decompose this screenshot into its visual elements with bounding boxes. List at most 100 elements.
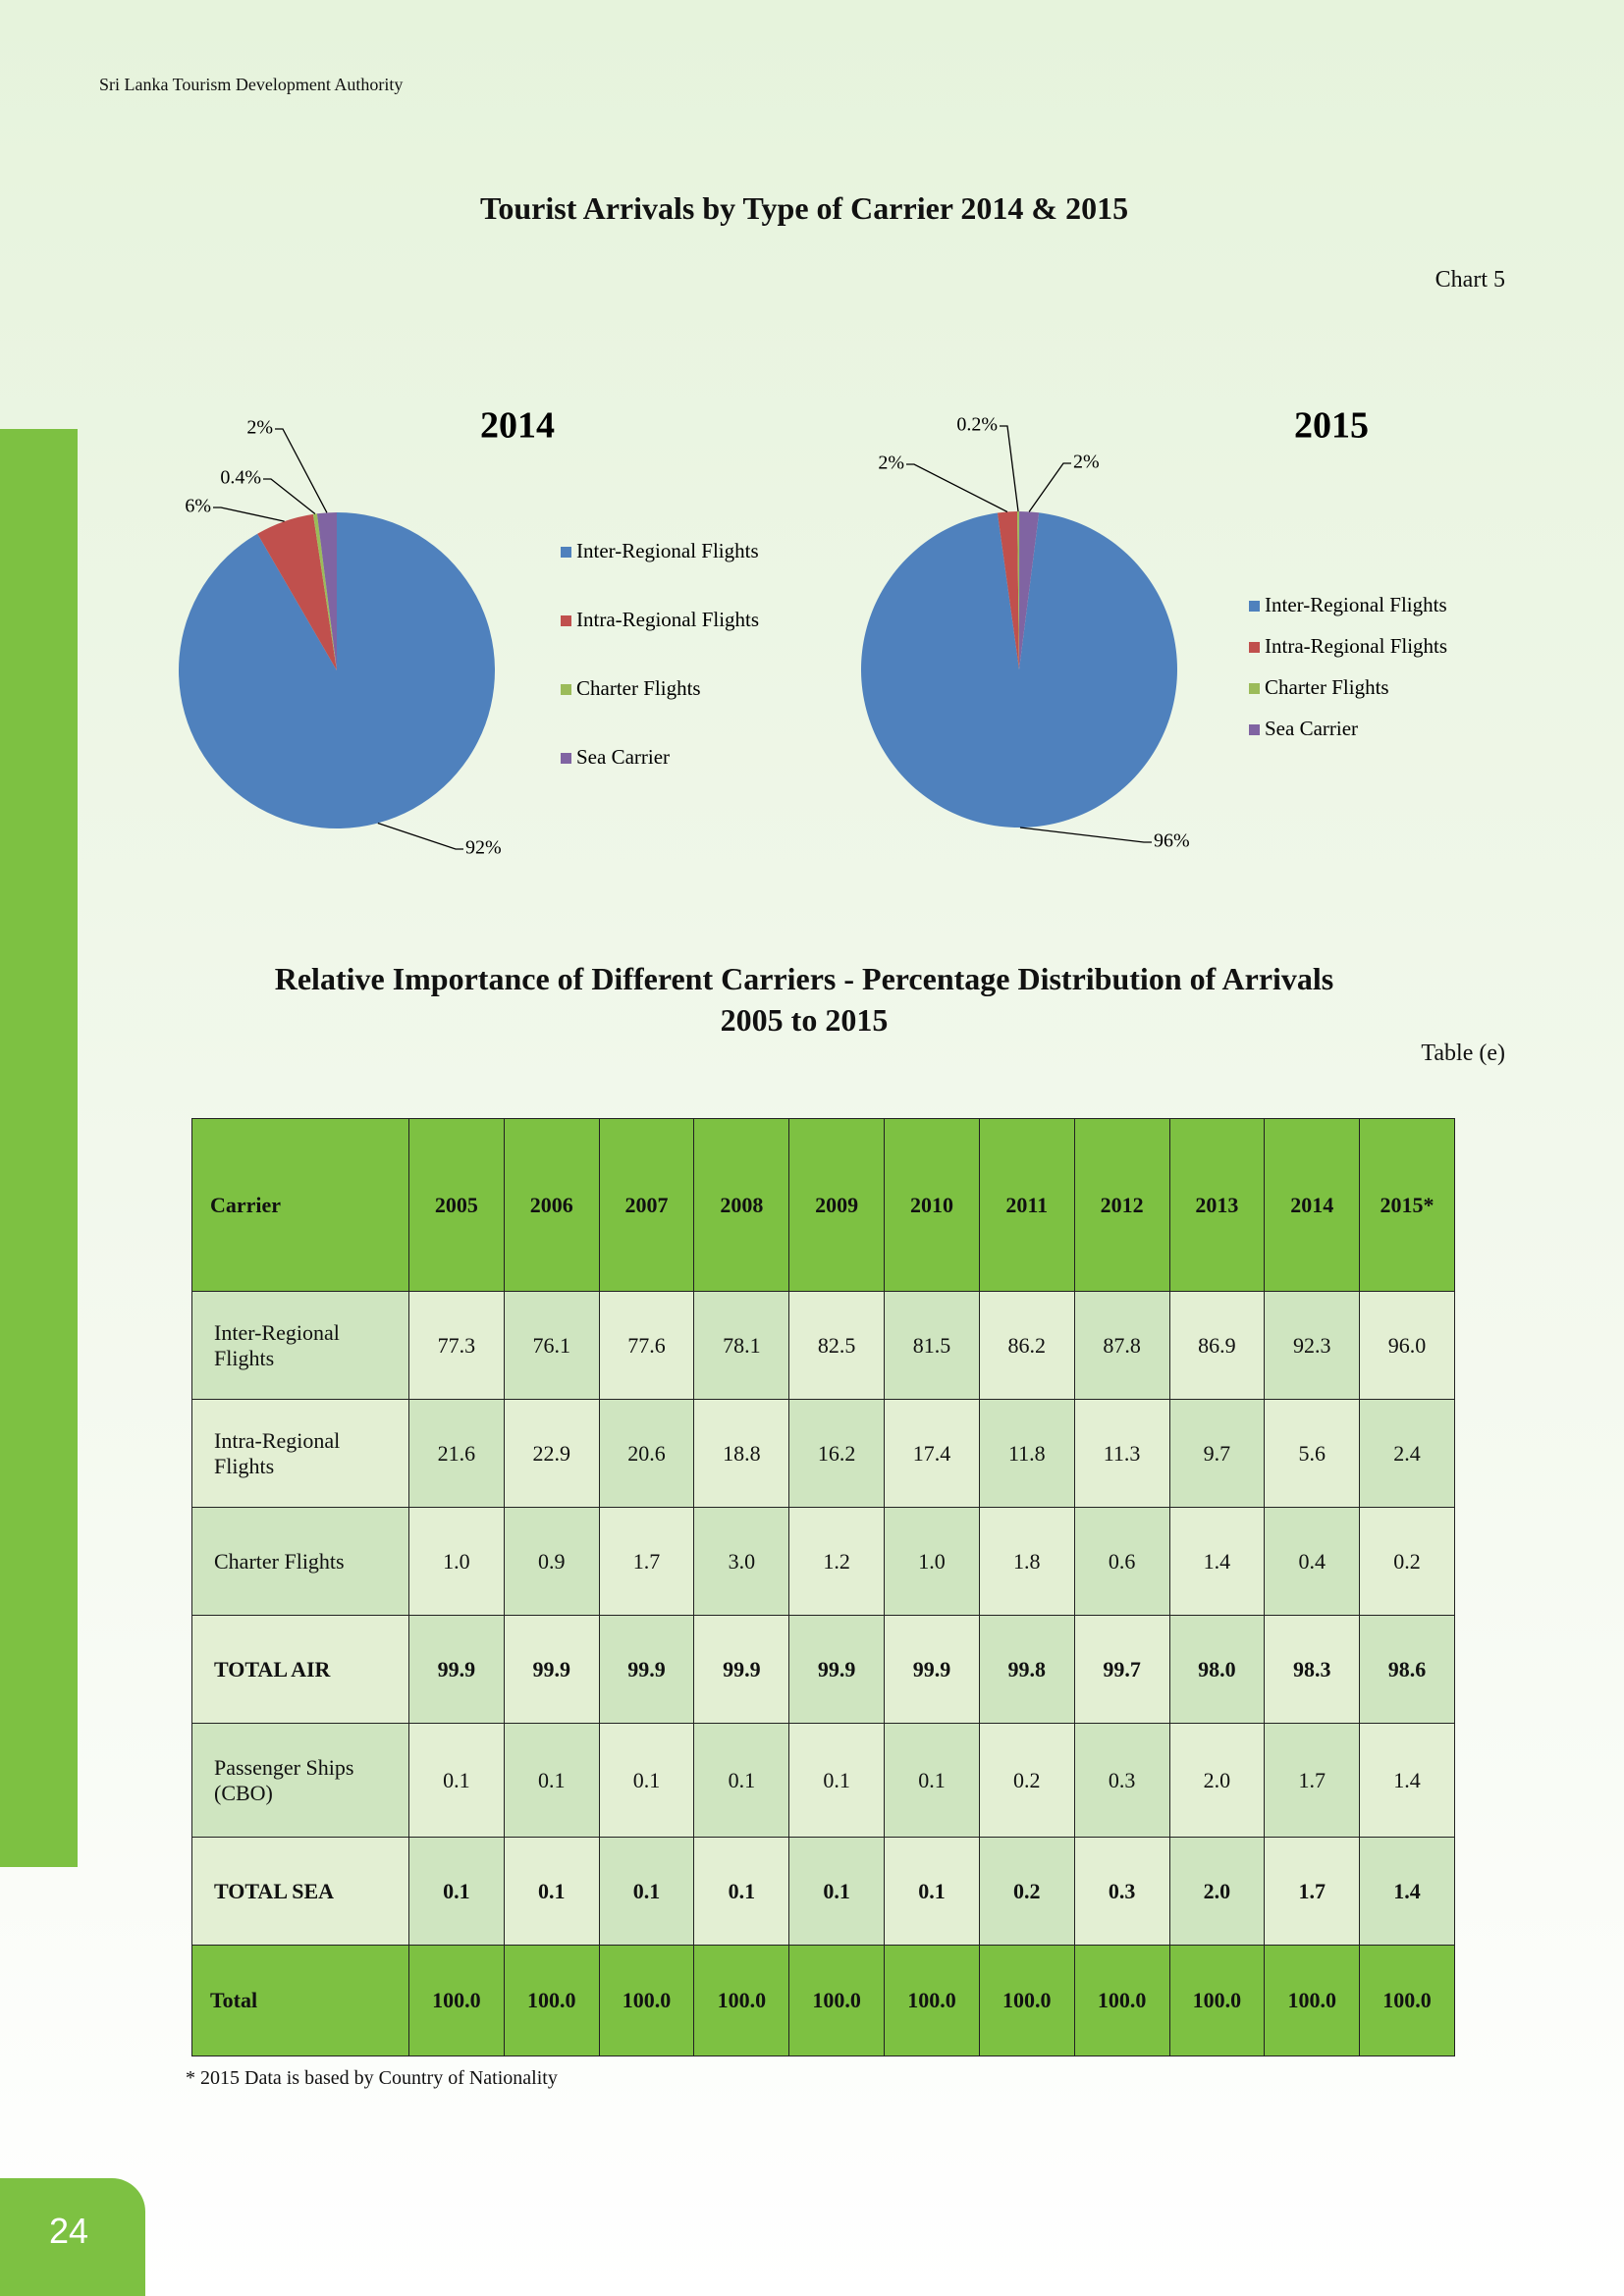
- pie-slice: [997, 511, 1019, 669]
- table-cell: 1.7: [1264, 1723, 1361, 1838]
- legend-swatch: [561, 547, 571, 558]
- table-cell: 1.4: [1168, 1507, 1266, 1616]
- table-cell: 16.2: [788, 1399, 886, 1508]
- chart-title: 2014: [480, 405, 555, 447]
- legend-label: Intra-Regional Flights: [576, 608, 759, 631]
- table-cell: 99.8: [978, 1615, 1075, 1724]
- table-cell: 0.1: [598, 1837, 695, 1946]
- table-cell: 86.9: [1168, 1291, 1266, 1400]
- table-cell: 1.4: [1359, 1723, 1455, 1838]
- table-cell: 2006: [503, 1118, 600, 1292]
- footnote: * 2015 Data is based by Country of Natio…: [186, 2067, 558, 2089]
- legend-label: Inter-Regional Flights: [1265, 593, 1447, 616]
- data-table: Carrier 2005 2006 2007 2008 2009 2010 2011 2012 2…: [191, 1118, 1455, 2056]
- leader-line: [275, 428, 328, 513]
- table-row: TOTAL SEA 0.1 0.1 0.1 0.1 0.1 0.1 0.2 0.3 2.0 1.7 1…: [191, 1837, 1455, 1946]
- table-cell: 2013: [1168, 1118, 1266, 1292]
- leader-line: [263, 478, 316, 515]
- pie-slice: [257, 513, 337, 670]
- table-cell: 0.9: [503, 1507, 600, 1616]
- table-cell: 0.1: [884, 1837, 980, 1946]
- table-cell: 0.1: [503, 1723, 600, 1838]
- legend-swatch: [561, 615, 571, 626]
- table-cell: 0.1: [693, 1723, 790, 1838]
- table-cell: 99.7: [1073, 1615, 1170, 1724]
- table-cell: 0.2: [1359, 1507, 1455, 1616]
- table-cell: 100.0: [1073, 1945, 1170, 2056]
- table-cell: 2.0: [1168, 1837, 1266, 1946]
- table-cell: 2010: [884, 1118, 980, 1292]
- data-label: 2%: [878, 453, 904, 474]
- table-cell: 78.1: [693, 1291, 790, 1400]
- legend-label: Sea Carrier: [1265, 717, 1358, 740]
- page-number: 24: [48, 2211, 89, 2251]
- data-label: 2%: [246, 417, 273, 439]
- table-cell: 99.9: [503, 1615, 600, 1724]
- table-cell: 98.3: [1264, 1615, 1361, 1724]
- table-cell: 2.0: [1168, 1723, 1266, 1838]
- pie-slice: [316, 512, 337, 670]
- data-label: 0.2%: [956, 414, 998, 436]
- table-cell: 0.1: [788, 1723, 886, 1838]
- chart-title: 2015: [1294, 405, 1369, 447]
- table-cell: 100.0: [884, 1945, 980, 2056]
- data-label: 6%: [185, 496, 211, 517]
- table-cell: 0.4: [1264, 1507, 1361, 1616]
- table-cell: 100.0: [1359, 1945, 1455, 2056]
- table-cell: 11.8: [978, 1399, 1075, 1508]
- table-cell: 92.3: [1264, 1291, 1361, 1400]
- table-cell: 22.9: [503, 1399, 600, 1508]
- table-cell: 1.0: [884, 1507, 980, 1616]
- table-cell: 98.0: [1168, 1615, 1266, 1724]
- pie-slice: [312, 513, 337, 670]
- table-cell: 0.6: [1073, 1507, 1170, 1616]
- table-title: Relative Importance of Different Carrier…: [274, 961, 1334, 996]
- table-cell: 21.6: [408, 1399, 505, 1508]
- table-cell: 0.1: [598, 1723, 695, 1838]
- table-cell: 0.2: [978, 1837, 1075, 1946]
- leader-line: [1019, 827, 1152, 843]
- table-cell: 96.0: [1359, 1291, 1455, 1400]
- table-cell: 99.9: [788, 1615, 886, 1724]
- table-cell: 2011: [978, 1118, 1075, 1292]
- table-cell: 81.5: [884, 1291, 980, 1400]
- table-cell: 1.8: [978, 1507, 1075, 1616]
- table-row: Total 100.0 100.0 100.0 100.0 100.0 100.0 100.0…: [191, 1945, 1455, 2056]
- table-cell: 2008: [693, 1118, 790, 1292]
- legend-label: Charter Flights: [1265, 675, 1389, 699]
- page-number-tab: [0, 2178, 145, 2296]
- table-cell: 100.0: [1264, 1945, 1361, 2056]
- table-cell: 82.5: [788, 1291, 886, 1400]
- table-cell: 0.3: [1073, 1837, 1170, 1946]
- row-label: Inter-Regional Flights: [191, 1291, 409, 1400]
- legend-swatch: [1249, 724, 1260, 735]
- header: Sri Lanka Tourism Development Authority: [99, 75, 404, 94]
- table-cell: 11.3: [1073, 1399, 1170, 1508]
- legend-swatch: [561, 684, 571, 695]
- table-cell: 100.0: [693, 1945, 790, 2056]
- table-cell: 0.1: [503, 1837, 600, 1946]
- data-label: 2%: [1073, 452, 1100, 473]
- row-label: Carrier: [191, 1118, 409, 1292]
- table-cell: 20.6: [598, 1399, 695, 1508]
- row-label: TOTAL AIR: [191, 1615, 409, 1724]
- table-cell: 1.7: [1264, 1837, 1361, 1946]
- chart-section-title: Tourist Arrivals by Type of Carrier 2014…: [479, 190, 1129, 226]
- table-label: Table (e): [1421, 1041, 1505, 1066]
- legend-label: Intra-Regional Flights: [1265, 634, 1447, 658]
- table-cell: 2012: [1073, 1118, 1170, 1292]
- table-cell: 77.6: [598, 1291, 695, 1400]
- leader-line: [1028, 462, 1071, 512]
- legend-swatch: [561, 753, 571, 764]
- table-cell: 0.1: [408, 1837, 505, 1946]
- table-cell: 87.8: [1073, 1291, 1170, 1400]
- table-cell: 86.2: [978, 1291, 1075, 1400]
- table-cell: 9.7: [1168, 1399, 1266, 1508]
- table-cell: 1.4: [1359, 1837, 1455, 1946]
- legend-label: Sea Carrier: [576, 745, 670, 769]
- table-row: Inter-Regional Flights 77.3 76.1 77.6 78.1 82…: [191, 1291, 1455, 1400]
- table-cell: 99.9: [693, 1615, 790, 1724]
- table-cell: 99.9: [598, 1615, 695, 1724]
- table-cell: 98.6: [1359, 1615, 1455, 1724]
- table-row: Intra-Regional Flights 21.6 22.9 20.6 18.8 16…: [191, 1399, 1455, 1508]
